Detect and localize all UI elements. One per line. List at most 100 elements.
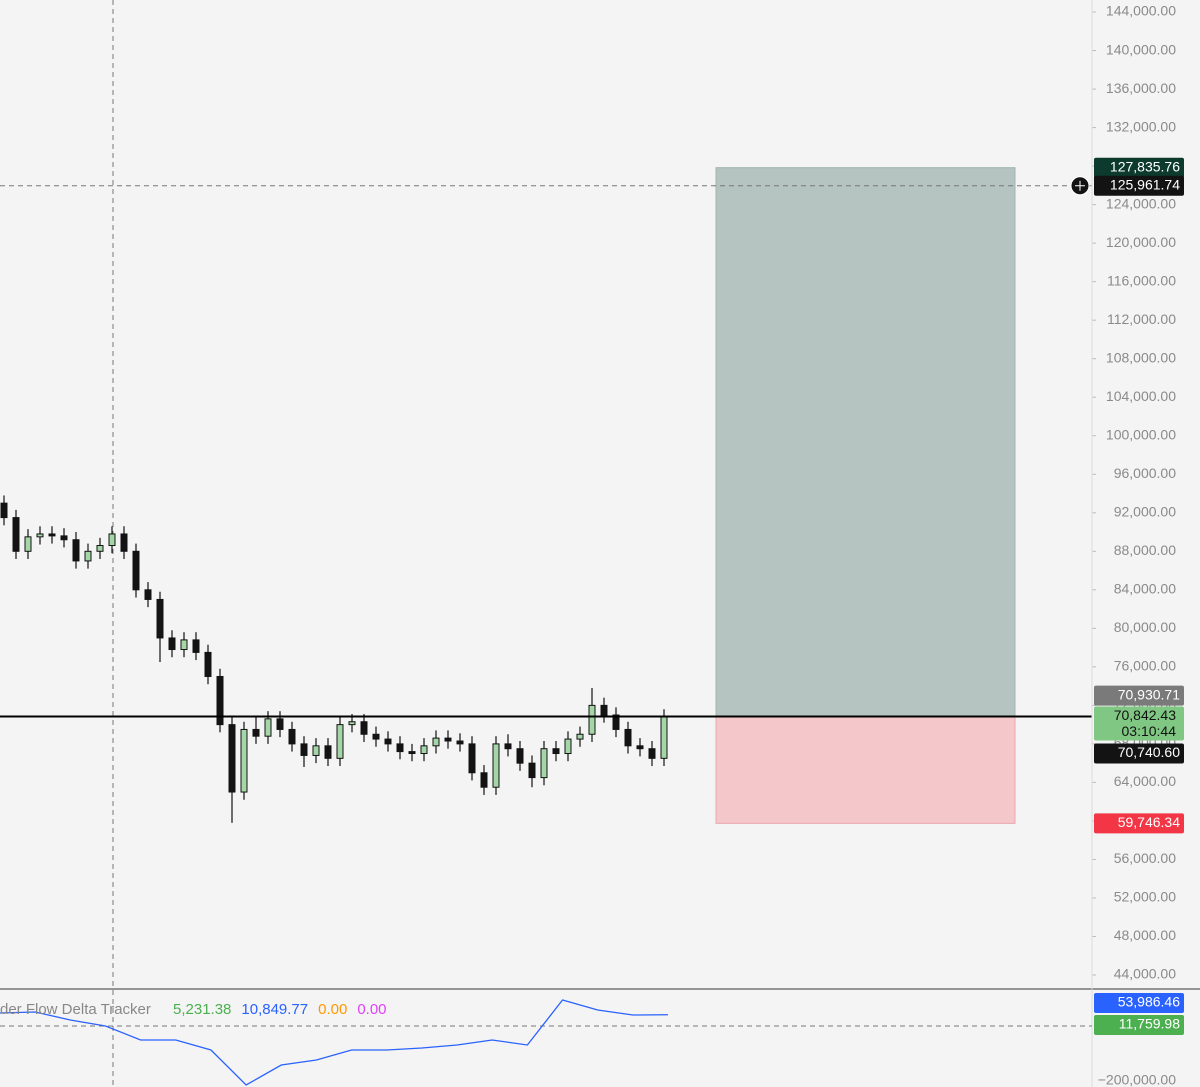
y-tick-label: 104,000.00 [1106, 388, 1176, 404]
price-label: 70,740.60 [1118, 744, 1180, 760]
candle-body [24, 536, 32, 552]
candle-body [384, 738, 392, 745]
candle-body [324, 745, 332, 759]
candle-body [456, 740, 464, 745]
candle-body [552, 748, 560, 755]
price-label-bg [1094, 175, 1184, 196]
target-zone [715, 167, 1016, 718]
crosshair-plus-icon [1075, 180, 1085, 191]
price-label: 70,930.71 [1118, 686, 1180, 702]
candle-body [216, 675, 224, 726]
y-tick-label: 64,000.00 [1114, 773, 1176, 789]
candle-body [288, 728, 296, 745]
candle-body [600, 704, 608, 716]
y-tick-label: 84,000.00 [1114, 581, 1176, 597]
y-tick-label: 92,000.00 [1114, 503, 1176, 519]
candle-body [84, 550, 92, 562]
candle-body [156, 598, 164, 639]
candle-body [432, 737, 440, 747]
y-tick-label: 96,000.00 [1114, 465, 1176, 481]
price-label-bg [1094, 743, 1184, 764]
candle-body [168, 637, 176, 651]
candle-body [516, 748, 524, 764]
candle-body [348, 721, 356, 726]
indicator-readout: 0.00 [318, 1001, 347, 1018]
y-tick-label: 140,000.00 [1106, 41, 1176, 57]
indicator-name: der Flow Delta Tracker [0, 1001, 151, 1018]
candle-body [504, 743, 512, 750]
price-label: 59,746.34 [1118, 814, 1180, 830]
current-price-bg [1094, 706, 1184, 741]
candle-body [240, 728, 248, 793]
y-tick-label: 112,000.00 [1107, 311, 1176, 327]
candle-body [252, 728, 260, 737]
y-tick-label: 52,000.00 [1114, 889, 1176, 905]
candle-body [96, 545, 104, 552]
y-tick-label: 44,000.00 [1114, 966, 1176, 982]
candle-body [312, 745, 320, 756]
y-tick-label: 124,000.00 [1106, 195, 1176, 211]
y-tick-label: 100,000.00 [1106, 426, 1176, 442]
candle-body [108, 533, 116, 547]
y-tick-label: −200,000.00 [1098, 1072, 1176, 1087]
price-label-bg [1094, 157, 1184, 178]
stop-zone [715, 716, 1016, 824]
candle-body [588, 704, 596, 735]
candle-body [660, 716, 668, 759]
y-tick-label: 120,000.00 [1106, 234, 1176, 250]
indicator-readout: 10,849.77 [241, 1001, 308, 1018]
candle-body [120, 533, 128, 552]
delta-line [0, 999, 669, 1086]
candle-body [144, 589, 152, 600]
y-tick-label: 132,000.00 [1106, 118, 1176, 134]
indicator-readout: 5,231.38 [173, 1001, 231, 1018]
candle-body [300, 743, 308, 756]
candle-body [264, 718, 272, 737]
candle-body [468, 743, 476, 774]
y-tick-label: 80,000.00 [1114, 619, 1176, 635]
candle-body [564, 738, 572, 755]
y-tick-label: 48,000.00 [1114, 927, 1176, 943]
y-tick-label: 136,000.00 [1106, 80, 1176, 96]
y-tick-label: 116,000.00 [1107, 272, 1176, 288]
candle-body [12, 517, 20, 552]
candle-body [408, 751, 416, 755]
candle-body [636, 745, 644, 750]
candle-body [528, 762, 536, 779]
price-label: 125,961.74 [1110, 176, 1180, 192]
candle-body [204, 651, 212, 677]
price-label-bg [1094, 813, 1184, 834]
candle-body [480, 772, 488, 788]
candle-body [72, 539, 80, 562]
candle-body [396, 743, 404, 753]
candle-body [540, 748, 548, 779]
candle-body [372, 733, 380, 740]
price-label: 11,759.98 [1119, 1016, 1180, 1032]
price-label-bg [1094, 1015, 1184, 1035]
y-tick-label: 88,000.00 [1114, 542, 1176, 558]
candle-body [492, 743, 500, 788]
indicator-readout: 0.00 [357, 1001, 386, 1018]
price-label: 127,835.76 [1110, 158, 1180, 174]
candle-body [228, 724, 236, 793]
y-tick-label: 108,000.00 [1106, 349, 1176, 365]
countdown: 03:10:44 [1122, 723, 1177, 739]
current-price: 70,842.43 [1114, 707, 1176, 723]
candle-body [36, 533, 44, 538]
candle-body [576, 733, 584, 740]
candle-body [276, 718, 284, 730]
candle-body [48, 533, 56, 537]
candle-body [624, 728, 632, 747]
price-label: 53,986.46 [1118, 994, 1180, 1010]
price-label-bg [1094, 993, 1184, 1013]
candle-body [648, 748, 656, 759]
candle-body [420, 745, 428, 755]
candle-body [336, 724, 344, 759]
candle-body [60, 535, 68, 541]
candle-body [444, 737, 452, 742]
candle-body [360, 721, 368, 735]
candle-body [132, 550, 140, 591]
candle-body [192, 639, 200, 653]
